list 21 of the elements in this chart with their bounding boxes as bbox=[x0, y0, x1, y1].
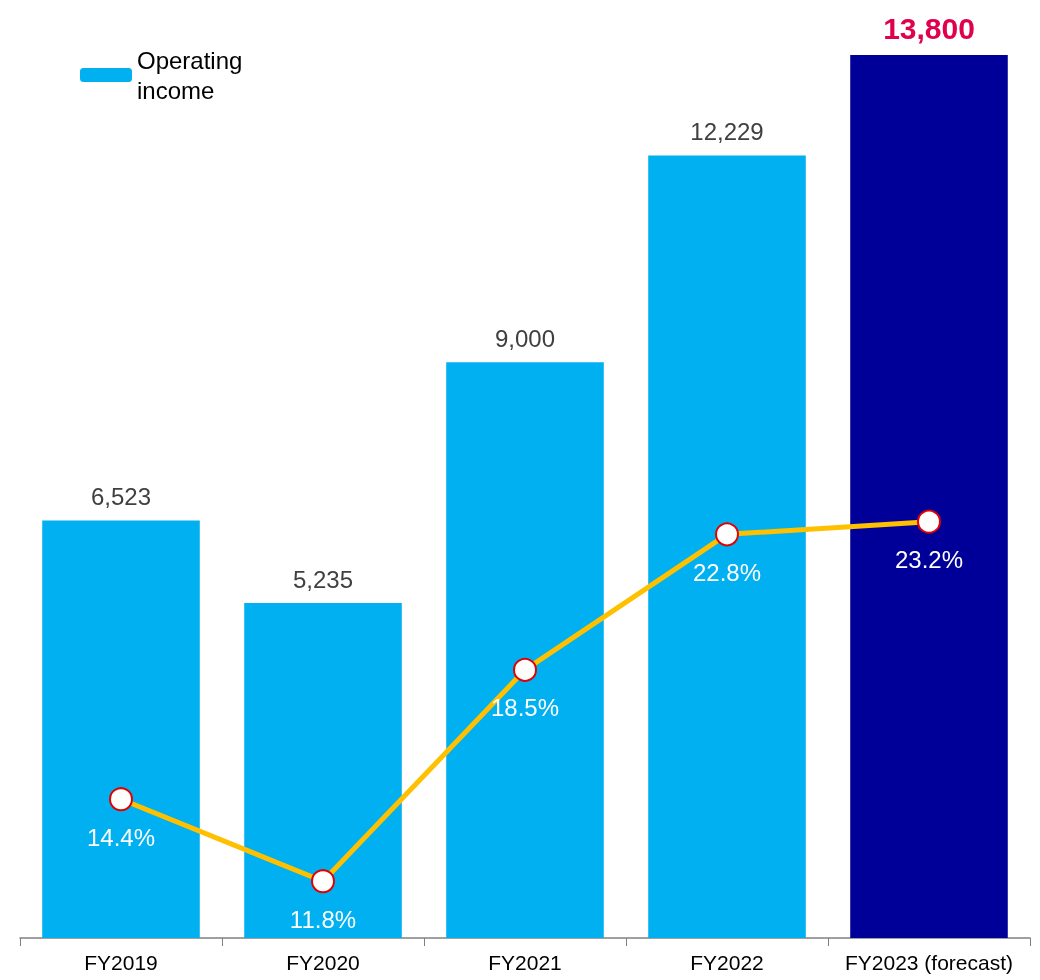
data-label: 6,523 bbox=[90, 483, 152, 511]
bar bbox=[446, 362, 604, 938]
bar bbox=[42, 520, 200, 938]
data-label: 11.8% bbox=[289, 905, 357, 933]
bar bbox=[850, 55, 1008, 938]
data-label: 14.4% bbox=[86, 823, 156, 851]
data-label: 5,235 bbox=[292, 565, 354, 593]
data-label: 22.8% bbox=[692, 558, 762, 586]
data-label: 18.5% bbox=[490, 694, 560, 722]
x-tick-label: FY2023 (forecast) bbox=[844, 951, 1014, 974]
x-tick-label: FY2022 bbox=[690, 951, 764, 974]
data-label: 9,000 bbox=[494, 324, 556, 352]
data-label: 13,800 bbox=[883, 11, 975, 45]
bar bbox=[648, 155, 806, 938]
x-tick-label: FY2021 bbox=[488, 951, 562, 974]
bar bbox=[244, 603, 402, 938]
data-label: 12,229 bbox=[690, 118, 764, 146]
legend-label: Operating income bbox=[137, 46, 250, 104]
x-tick-label: FY2019 bbox=[84, 951, 158, 974]
data-label: 23.2% bbox=[894, 546, 964, 574]
x-tick-label: FY2020 bbox=[286, 951, 360, 974]
